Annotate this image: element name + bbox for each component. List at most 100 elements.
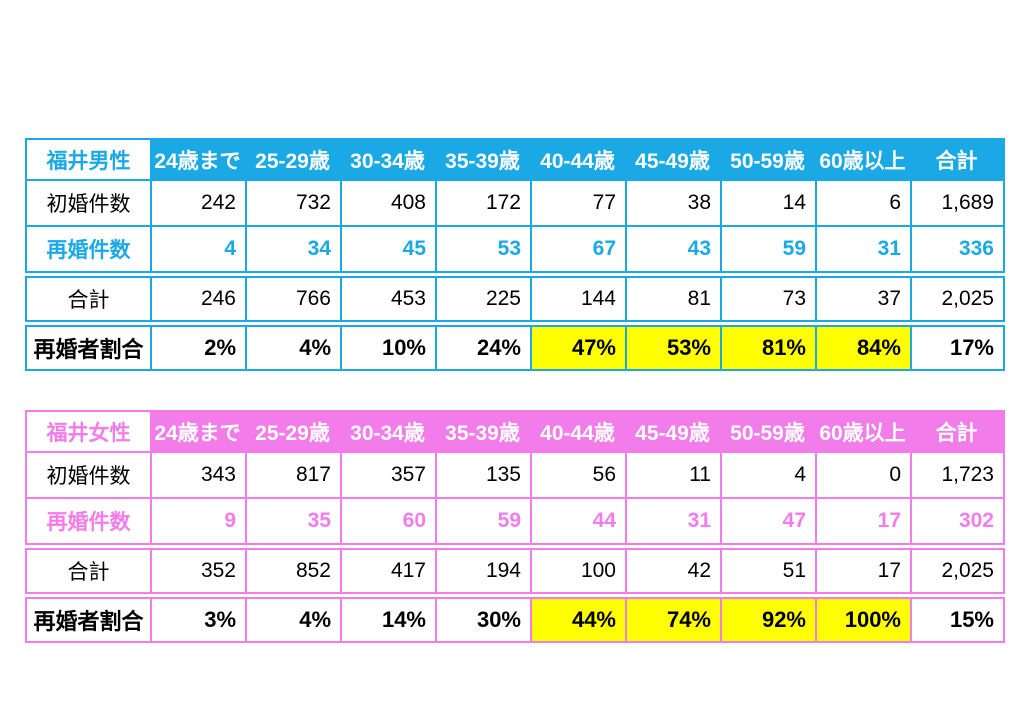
value-cell: 45 xyxy=(342,227,437,273)
col-header-cell: 25-29歳 xyxy=(247,138,342,181)
value-cell: 11 xyxy=(627,453,722,499)
table-header-row: 福井男性 24歳まで 25-29歳 30-34歳 35-39歳 40-44歳 45-49歳 5… xyxy=(25,138,1005,181)
table-row: 再婚者割合 2% 4% 10% 24% 47% 53% 81% 84% 17% xyxy=(25,325,1005,371)
value-cell: 225 xyxy=(437,276,532,322)
value-cell: 1,723 xyxy=(912,453,1005,499)
value-cell: 6 xyxy=(817,181,912,227)
row-label-cell: 合計 xyxy=(25,276,152,322)
value-cell: 14 xyxy=(722,181,817,227)
table-header-row: 福井女性 24歳まで 25-29歳 30-34歳 35-39歳 40-44歳 45-49歳 5… xyxy=(25,410,1005,453)
table-title-cell: 福井女性 xyxy=(25,410,152,453)
value-cell: 73 xyxy=(722,276,817,322)
value-cell: 14% xyxy=(342,597,437,643)
col-header-cell: 40-44歳 xyxy=(532,138,627,181)
value-cell: 144 xyxy=(532,276,627,322)
col-header-cell: 35-39歳 xyxy=(437,138,532,181)
row-label-cell: 再婚者割合 xyxy=(25,597,152,643)
value-cell: 59 xyxy=(437,499,532,545)
value-cell: 44 xyxy=(532,499,627,545)
value-cell: 453 xyxy=(342,276,437,322)
value-cell: 352 xyxy=(152,548,247,594)
col-header-cell: 60歳以上 xyxy=(817,138,912,181)
value-cell: 30% xyxy=(437,597,532,643)
value-cell: 81 xyxy=(627,276,722,322)
value-cell: 343 xyxy=(152,453,247,499)
value-cell: 0 xyxy=(817,453,912,499)
table-row: 再婚件数 9 35 60 59 44 31 47 17 302 xyxy=(25,499,1005,545)
value-cell: 408 xyxy=(342,181,437,227)
value-cell: 2,025 xyxy=(912,276,1005,322)
value-cell: 3% xyxy=(152,597,247,643)
value-cell: 67 xyxy=(532,227,627,273)
value-cell: 242 xyxy=(152,181,247,227)
fukui-female-table: 福井女性 24歳まで 25-29歳 30-34歳 35-39歳 40-44歳 45-49歳 5… xyxy=(25,410,1005,643)
value-cell: 15% xyxy=(912,597,1005,643)
value-cell: 37 xyxy=(817,276,912,322)
value-cell: 56 xyxy=(532,453,627,499)
value-cell: 53 xyxy=(437,227,532,273)
fukui-male-table: 福井男性 24歳まで 25-29歳 30-34歳 35-39歳 40-44歳 45-49歳 5… xyxy=(25,138,1005,371)
col-header-cell: 50-59歳 xyxy=(722,138,817,181)
col-header-cell: 30-34歳 xyxy=(342,138,437,181)
col-header-cell: 30-34歳 xyxy=(342,410,437,453)
col-header-cell: 25-29歳 xyxy=(247,410,342,453)
col-header-cell: 40-44歳 xyxy=(532,410,627,453)
value-cell: 817 xyxy=(247,453,342,499)
value-cell: 4 xyxy=(722,453,817,499)
table-row: 初婚件数 242 732 408 172 77 38 14 6 1,689 xyxy=(25,181,1005,227)
value-cell: 17 xyxy=(817,548,912,594)
col-header-cell: 35-39歳 xyxy=(437,410,532,453)
value-cell: 60 xyxy=(342,499,437,545)
value-cell: 84% xyxy=(817,325,912,371)
value-cell: 194 xyxy=(437,548,532,594)
col-header-cell: 合計 xyxy=(912,410,1005,453)
col-header-cell: 50-59歳 xyxy=(722,410,817,453)
row-label-cell: 初婚件数 xyxy=(25,453,152,499)
table-row: 再婚件数 4 34 45 53 67 43 59 31 336 xyxy=(25,227,1005,273)
value-cell: 43 xyxy=(627,227,722,273)
value-cell: 732 xyxy=(247,181,342,227)
value-cell: 17 xyxy=(817,499,912,545)
row-label-cell: 合計 xyxy=(25,548,152,594)
col-header-cell: 合計 xyxy=(912,138,1005,181)
table-row: 合計 352 852 417 194 100 42 51 17 2,025 xyxy=(25,548,1005,594)
value-cell: 100% xyxy=(817,597,912,643)
value-cell: 9 xyxy=(152,499,247,545)
value-cell: 4 xyxy=(152,227,247,273)
value-cell: 53% xyxy=(627,325,722,371)
value-cell: 2% xyxy=(152,325,247,371)
value-cell: 172 xyxy=(437,181,532,227)
value-cell: 4% xyxy=(247,325,342,371)
table-row: 再婚者割合 3% 4% 14% 30% 44% 74% 92% 100% 15% xyxy=(25,597,1005,643)
col-header-cell: 24歳まで xyxy=(152,138,247,181)
value-cell: 47 xyxy=(722,499,817,545)
value-cell: 246 xyxy=(152,276,247,322)
value-cell: 24% xyxy=(437,325,532,371)
col-header-cell: 45-49歳 xyxy=(627,410,722,453)
col-header-cell: 24歳まで xyxy=(152,410,247,453)
value-cell: 135 xyxy=(437,453,532,499)
value-cell: 100 xyxy=(532,548,627,594)
value-cell: 47% xyxy=(532,325,627,371)
value-cell: 51 xyxy=(722,548,817,594)
value-cell: 357 xyxy=(342,453,437,499)
value-cell: 44% xyxy=(532,597,627,643)
col-header-cell: 60歳以上 xyxy=(817,410,912,453)
table-row: 合計 246 766 453 225 144 81 73 37 2,025 xyxy=(25,276,1005,322)
value-cell: 42 xyxy=(627,548,722,594)
value-cell: 1,689 xyxy=(912,181,1005,227)
value-cell: 38 xyxy=(627,181,722,227)
value-cell: 34 xyxy=(247,227,342,273)
value-cell: 35 xyxy=(247,499,342,545)
value-cell: 417 xyxy=(342,548,437,594)
value-cell: 17% xyxy=(912,325,1005,371)
row-label-cell: 初婚件数 xyxy=(25,181,152,227)
value-cell: 81% xyxy=(722,325,817,371)
value-cell: 74% xyxy=(627,597,722,643)
value-cell: 10% xyxy=(342,325,437,371)
row-label-cell: 再婚件数 xyxy=(25,227,152,273)
row-label-cell: 再婚件数 xyxy=(25,499,152,545)
value-cell: 92% xyxy=(722,597,817,643)
value-cell: 59 xyxy=(722,227,817,273)
